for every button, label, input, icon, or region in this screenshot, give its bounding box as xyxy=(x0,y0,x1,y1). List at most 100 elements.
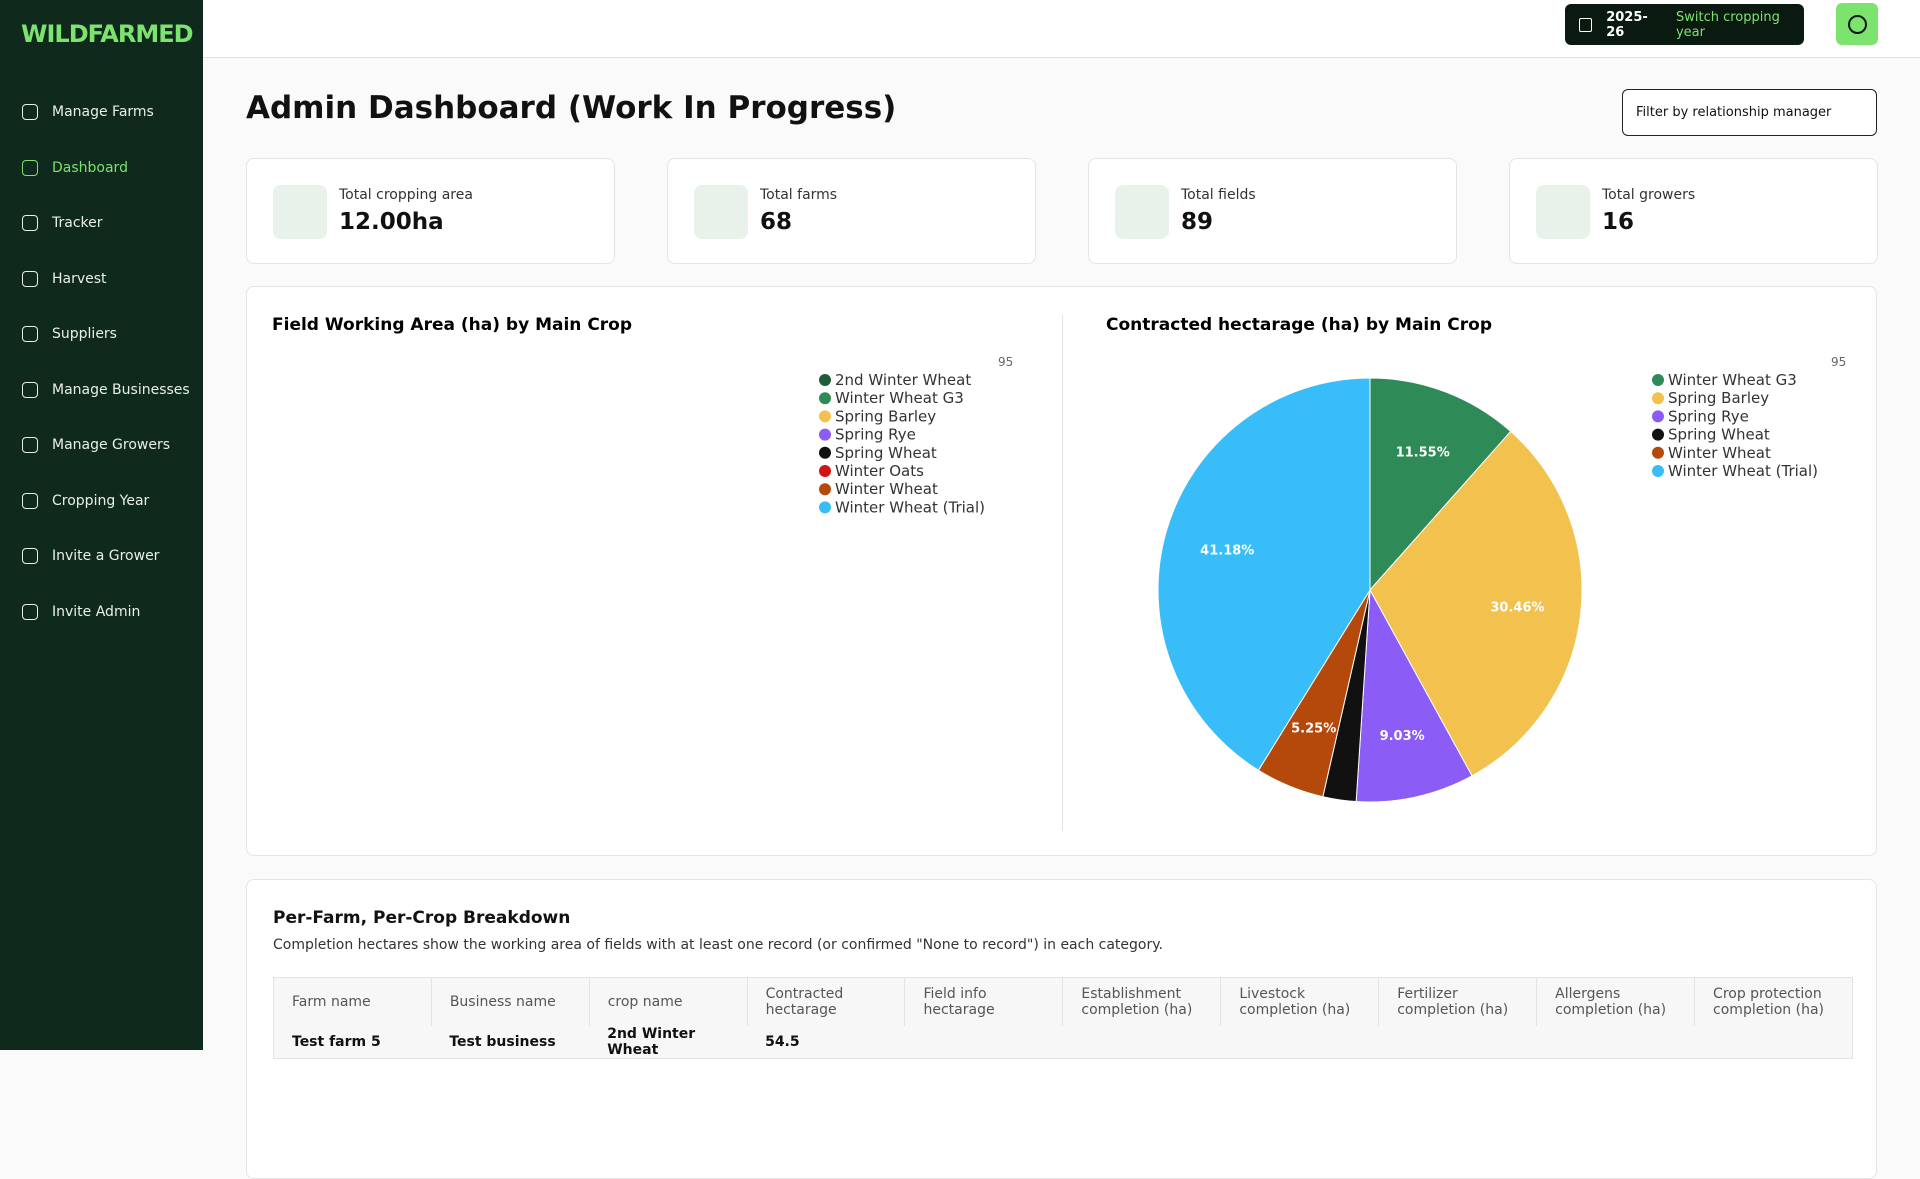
column-header: Field info hectarage xyxy=(904,977,1064,1026)
account-button[interactable] xyxy=(1836,3,1878,45)
table-cell: Test farm 5 xyxy=(292,1033,381,1050)
table-description: Completion hectares show the working are… xyxy=(273,937,1163,953)
legend-label: Spring Barley xyxy=(835,407,936,425)
slice-label: 30.46% xyxy=(1490,601,1544,616)
legend-swatch xyxy=(1652,410,1664,423)
pie-slice xyxy=(1355,588,1473,803)
legend-swatch xyxy=(1652,428,1664,441)
sidebar: WILDFARMED Manage Farms Dashboard Tracker H… xyxy=(0,0,203,1050)
nav-icon xyxy=(22,326,38,342)
nav-item[interactable]: Manage Growers xyxy=(22,437,170,453)
stat-value: 12.00ha xyxy=(339,209,444,235)
legend-swatch xyxy=(1652,465,1664,477)
chart-title: Contracted hectarage (ha) by Main Crop xyxy=(1106,315,1492,335)
stat-label: Total fields xyxy=(1181,187,1256,203)
legend-swatch xyxy=(1652,446,1664,459)
column-header: Establishment completion (ha) xyxy=(1062,977,1222,1026)
nav-label: Manage Businesses xyxy=(52,381,190,398)
table-cell: 54.5 xyxy=(765,1033,800,1050)
stat-label: Total growers xyxy=(1602,187,1696,203)
nav-item[interactable]: Dashboard xyxy=(22,159,128,176)
nav-label: Invite Admin xyxy=(52,603,141,620)
slice-label: 11.55% xyxy=(1396,445,1450,460)
table-title: Per-Farm, Per-Crop Breakdown xyxy=(273,908,571,928)
nav-icon xyxy=(22,215,38,231)
nav-label: Suppliers xyxy=(52,326,117,342)
legend-label: Winter Wheat xyxy=(1668,444,1771,462)
legend-swatch xyxy=(819,446,831,459)
legend-label: Spring Rye xyxy=(1668,407,1749,425)
nav-icon xyxy=(22,159,38,176)
corner-label: 95 xyxy=(998,355,1013,369)
legend-label: Winter Wheat G3 xyxy=(835,389,964,407)
header: 2025-26 Switch cropping year xyxy=(203,0,1920,58)
legend-label: Winter Oats xyxy=(835,462,924,480)
column-header: Crop protection completion (ha) xyxy=(1694,977,1853,1026)
nav-item[interactable]: Harvest xyxy=(22,270,107,287)
table-cell: 2nd Winter Wheat xyxy=(607,1025,696,1058)
nav-icon xyxy=(22,104,38,120)
nav-label: Tracker xyxy=(52,215,103,231)
legend-label: Winter Wheat xyxy=(835,480,938,498)
account-icon xyxy=(1848,15,1867,34)
nav-item[interactable]: Invite a Grower xyxy=(22,548,159,564)
legend-swatch xyxy=(1652,392,1664,405)
legend-label: Spring Barley xyxy=(1668,389,1769,407)
nav-label: Invite a Grower xyxy=(52,548,160,564)
column-header: Contracted hectarage xyxy=(747,977,906,1026)
charts: Field Working Area (ha) by Main Crop 95 2n… xyxy=(272,315,1846,803)
pie-slice xyxy=(1157,377,1371,771)
nav-item[interactable]: Tracker xyxy=(22,215,103,231)
nav-item[interactable]: Invite Admin xyxy=(22,603,141,620)
column-header: crop name xyxy=(589,977,748,1026)
legend-label: Winter Wheat (Trial) xyxy=(1668,462,1818,480)
slice-label: 5.25% xyxy=(1291,721,1336,736)
legend-label: Spring Rye xyxy=(835,426,916,444)
column-header: Fertilizer completion (ha) xyxy=(1378,977,1538,1026)
stat-icon xyxy=(694,185,748,239)
nav-icon xyxy=(22,603,38,620)
table-panel: Per-Farm, Per-Crop Breakdown Completion … xyxy=(246,879,1877,1179)
page-title: Admin Dashboard (Work In Progress) xyxy=(246,90,897,126)
column-header: Business name xyxy=(431,977,590,1026)
nav-item[interactable]: Cropping Year xyxy=(22,492,149,509)
stat-label: Total cropping area xyxy=(339,187,473,203)
stat-value: 16 xyxy=(1602,209,1635,235)
slice-label: 41.18% xyxy=(1200,543,1254,558)
stat-value: 89 xyxy=(1181,209,1214,235)
pie-slice xyxy=(1369,430,1583,777)
nav-item[interactable]: Suppliers xyxy=(22,326,117,342)
stat-card: Total farms 68 xyxy=(667,158,1036,264)
chart-title: Field Working Area (ha) by Main Crop xyxy=(272,315,632,335)
legend-swatch xyxy=(819,501,831,514)
column-header: Livestock completion (ha) xyxy=(1220,977,1380,1026)
nav-item[interactable]: Manage Businesses xyxy=(22,381,190,398)
nav-icon xyxy=(22,548,38,564)
legend-swatch xyxy=(819,465,831,477)
switch-year: Switch cropping year xyxy=(1675,9,1780,40)
nav-icon xyxy=(22,492,38,509)
filter-select[interactable]: Filter by relationship manager xyxy=(1622,89,1877,136)
nav-label: Manage Growers xyxy=(52,437,171,453)
nav-icon xyxy=(22,270,38,287)
nav-item[interactable]: Manage Farms xyxy=(22,104,154,120)
nav-label: Dashboard xyxy=(52,159,128,176)
filter-label: Filter by relationship manager xyxy=(1636,105,1832,120)
table: Farm name Business name crop name Contracte… xyxy=(273,977,1853,1059)
nav-label: Manage Farms xyxy=(52,104,154,120)
column-header: Farm name xyxy=(273,977,432,1026)
stat-value: 68 xyxy=(760,209,793,235)
legend-swatch xyxy=(819,392,831,405)
logo[interactable]: WILDFARMED xyxy=(21,20,194,48)
legend-swatch xyxy=(819,483,831,496)
nav-icon xyxy=(22,381,38,398)
legend-label: Winter Wheat G3 xyxy=(1668,371,1797,389)
stat-card: Total fields 89 xyxy=(1088,158,1457,264)
legend-label: Winter Wheat (Trial) xyxy=(835,498,985,516)
year: 2025-26 xyxy=(1606,9,1648,40)
legend-swatch xyxy=(819,428,831,441)
legend-swatch xyxy=(819,374,831,386)
table-cell: Test business xyxy=(449,1033,556,1050)
stat-label: Total farms xyxy=(760,187,838,203)
year-button[interactable]: 2025-26 Switch cropping year xyxy=(1565,4,1804,45)
